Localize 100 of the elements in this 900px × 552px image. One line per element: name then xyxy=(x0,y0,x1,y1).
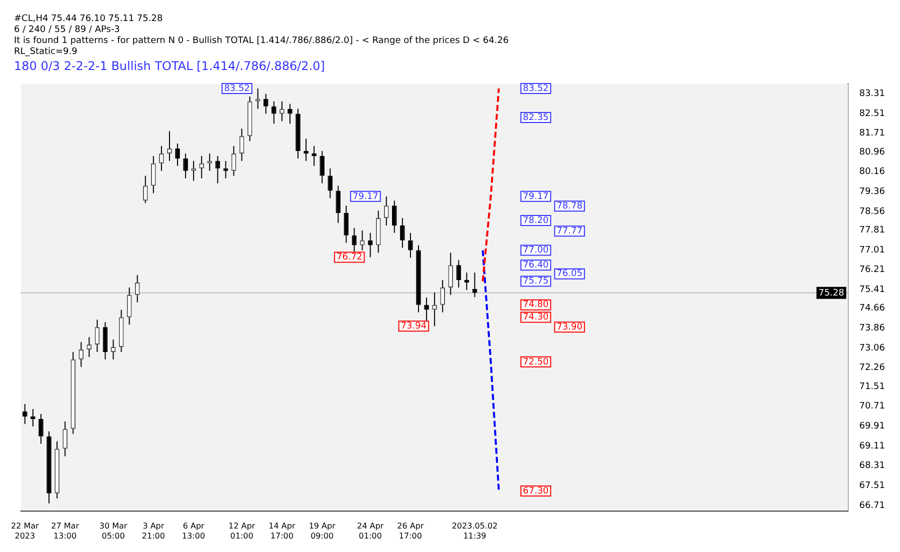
chart-title: #CL,H4 75.44 76.10 75.11 75.28 xyxy=(14,14,164,25)
x-tick-label: 24 Apr 01:00 xyxy=(357,522,384,540)
candlestick xyxy=(464,272,470,290)
candlestick xyxy=(472,272,478,298)
candlestick xyxy=(110,339,116,360)
candlestick xyxy=(328,168,333,199)
x-tick-label: 6 Apr 13:00 xyxy=(182,522,206,540)
candlestick xyxy=(38,414,44,444)
candlestick xyxy=(384,196,389,226)
candlestick xyxy=(151,155,156,194)
annotation: 74.80 xyxy=(522,300,549,310)
candlestick xyxy=(456,260,462,288)
candlestick xyxy=(440,280,446,313)
y-tick-label: 66.71 xyxy=(859,500,885,511)
y-tick-label: 72.26 xyxy=(859,363,886,374)
candlestick xyxy=(288,103,292,124)
candlestick xyxy=(142,175,148,204)
annotation: 77.77 xyxy=(556,226,582,236)
text: RL_Static=9.9 xyxy=(14,47,78,58)
annotation: 76.40 xyxy=(522,260,549,270)
annotation: 74.30 xyxy=(522,312,549,323)
candlestick xyxy=(432,292,437,327)
candlestick xyxy=(94,319,100,352)
y-tick-label: 80.96 xyxy=(859,147,886,158)
candlestick xyxy=(183,152,188,179)
candlestick xyxy=(424,296,429,323)
y-tick-label: 68.31 xyxy=(859,461,885,472)
y-tick-label: 76.21 xyxy=(859,265,885,276)
candlestick xyxy=(272,100,276,124)
text: 6 / 240 / 55 / 89 / APs-3 xyxy=(14,25,121,36)
candlestick xyxy=(78,342,84,368)
annotation: 76.05 xyxy=(556,269,582,280)
candlestick xyxy=(304,138,308,162)
candlestick xyxy=(175,143,180,166)
candlestick xyxy=(134,274,140,303)
candlestick xyxy=(239,128,244,162)
candlestick xyxy=(231,146,236,176)
x-tick-label: 30 Mar 05:00 xyxy=(99,522,128,540)
candlestick xyxy=(126,286,132,326)
candlestick xyxy=(207,152,212,172)
annotation: 72.50 xyxy=(522,357,549,368)
x-tick-label: 2023.05.02 11:39 xyxy=(452,522,498,540)
candlestick xyxy=(159,146,164,172)
x-tick-label: 27 Mar 13:00 xyxy=(51,522,80,540)
y-tick-label: 73.86 xyxy=(859,324,886,334)
candlestick xyxy=(448,252,454,296)
annotation: 83.52 xyxy=(224,84,250,94)
x-tick-label: 3 Apr 21:00 xyxy=(142,522,165,540)
y-tick-label: 75.41 xyxy=(859,285,885,296)
candlestick xyxy=(400,217,405,248)
y-tick-label: 81.71 xyxy=(859,128,885,139)
text: It is found 1 patterns - for pattern N 0 - Bullish TOTAL [1.414/.786/.886/2.0] - < Range of the prices D < 64.26 xyxy=(14,36,509,47)
x-tick-label: 22 Mar 2023 xyxy=(10,522,40,540)
annotation: 79.17 xyxy=(522,192,549,202)
y-tick-label: 77.81 xyxy=(859,226,885,236)
candlestick xyxy=(336,185,341,224)
x-tick-label: 19 Apr 09:00 xyxy=(308,522,336,540)
candlestick xyxy=(408,232,413,258)
candlestick xyxy=(320,150,325,184)
y-tick-label: 83.31 xyxy=(859,89,885,100)
candlestick xyxy=(368,232,373,258)
annotation: 82.35 xyxy=(522,112,549,123)
x-tick-label: 26 Apr 17:00 xyxy=(397,522,424,540)
x-tick-label: 12 Apr 01:00 xyxy=(228,522,256,540)
candlestick xyxy=(30,408,36,427)
y-tick-label: 74.66 xyxy=(859,304,886,314)
candlestick xyxy=(392,200,397,234)
ref-line-label: 75.28 xyxy=(818,288,845,298)
candlestick xyxy=(255,88,260,110)
candlestick xyxy=(215,155,220,184)
candlestick xyxy=(223,160,228,179)
annotation: 76.72 xyxy=(336,252,362,263)
candlestick xyxy=(263,93,268,114)
x-tick-label: 14 Apr 17:00 xyxy=(268,522,296,540)
candlestick xyxy=(280,100,284,122)
annotation: 83.52 xyxy=(522,84,549,94)
y-tick-label: 78.56 xyxy=(859,206,886,217)
annotation: 75.75 xyxy=(522,276,549,287)
y-tick-label: 69.11 xyxy=(859,441,885,452)
candlestick xyxy=(167,130,172,162)
candlestick xyxy=(360,230,365,251)
candlestick xyxy=(86,336,92,358)
annotation: 67.30 xyxy=(522,486,549,496)
text: 180 0/3 2-2-2-1 Bullish TOTAL [1.414/.786/.886/2.0] xyxy=(14,58,326,74)
annotation: 78.78 xyxy=(556,201,583,212)
candlestick xyxy=(344,205,349,244)
candlestick xyxy=(191,160,196,182)
y-tick-label: 73.06 xyxy=(859,343,886,354)
y-tick-label: 69.91 xyxy=(859,422,885,432)
annotation: 73.94 xyxy=(400,322,427,332)
candlestick xyxy=(62,420,68,457)
candlestick xyxy=(312,146,316,166)
y-tick-label: 67.51 xyxy=(859,481,885,492)
candlestick xyxy=(352,227,357,254)
y-tick-label: 71.51 xyxy=(859,382,885,392)
candlestick xyxy=(199,155,204,179)
y-tick-label: 70.71 xyxy=(859,402,885,412)
candlestick xyxy=(22,404,28,424)
y-tick-label: 77.01 xyxy=(859,245,885,256)
y-tick-label: 82.51 xyxy=(859,108,885,119)
